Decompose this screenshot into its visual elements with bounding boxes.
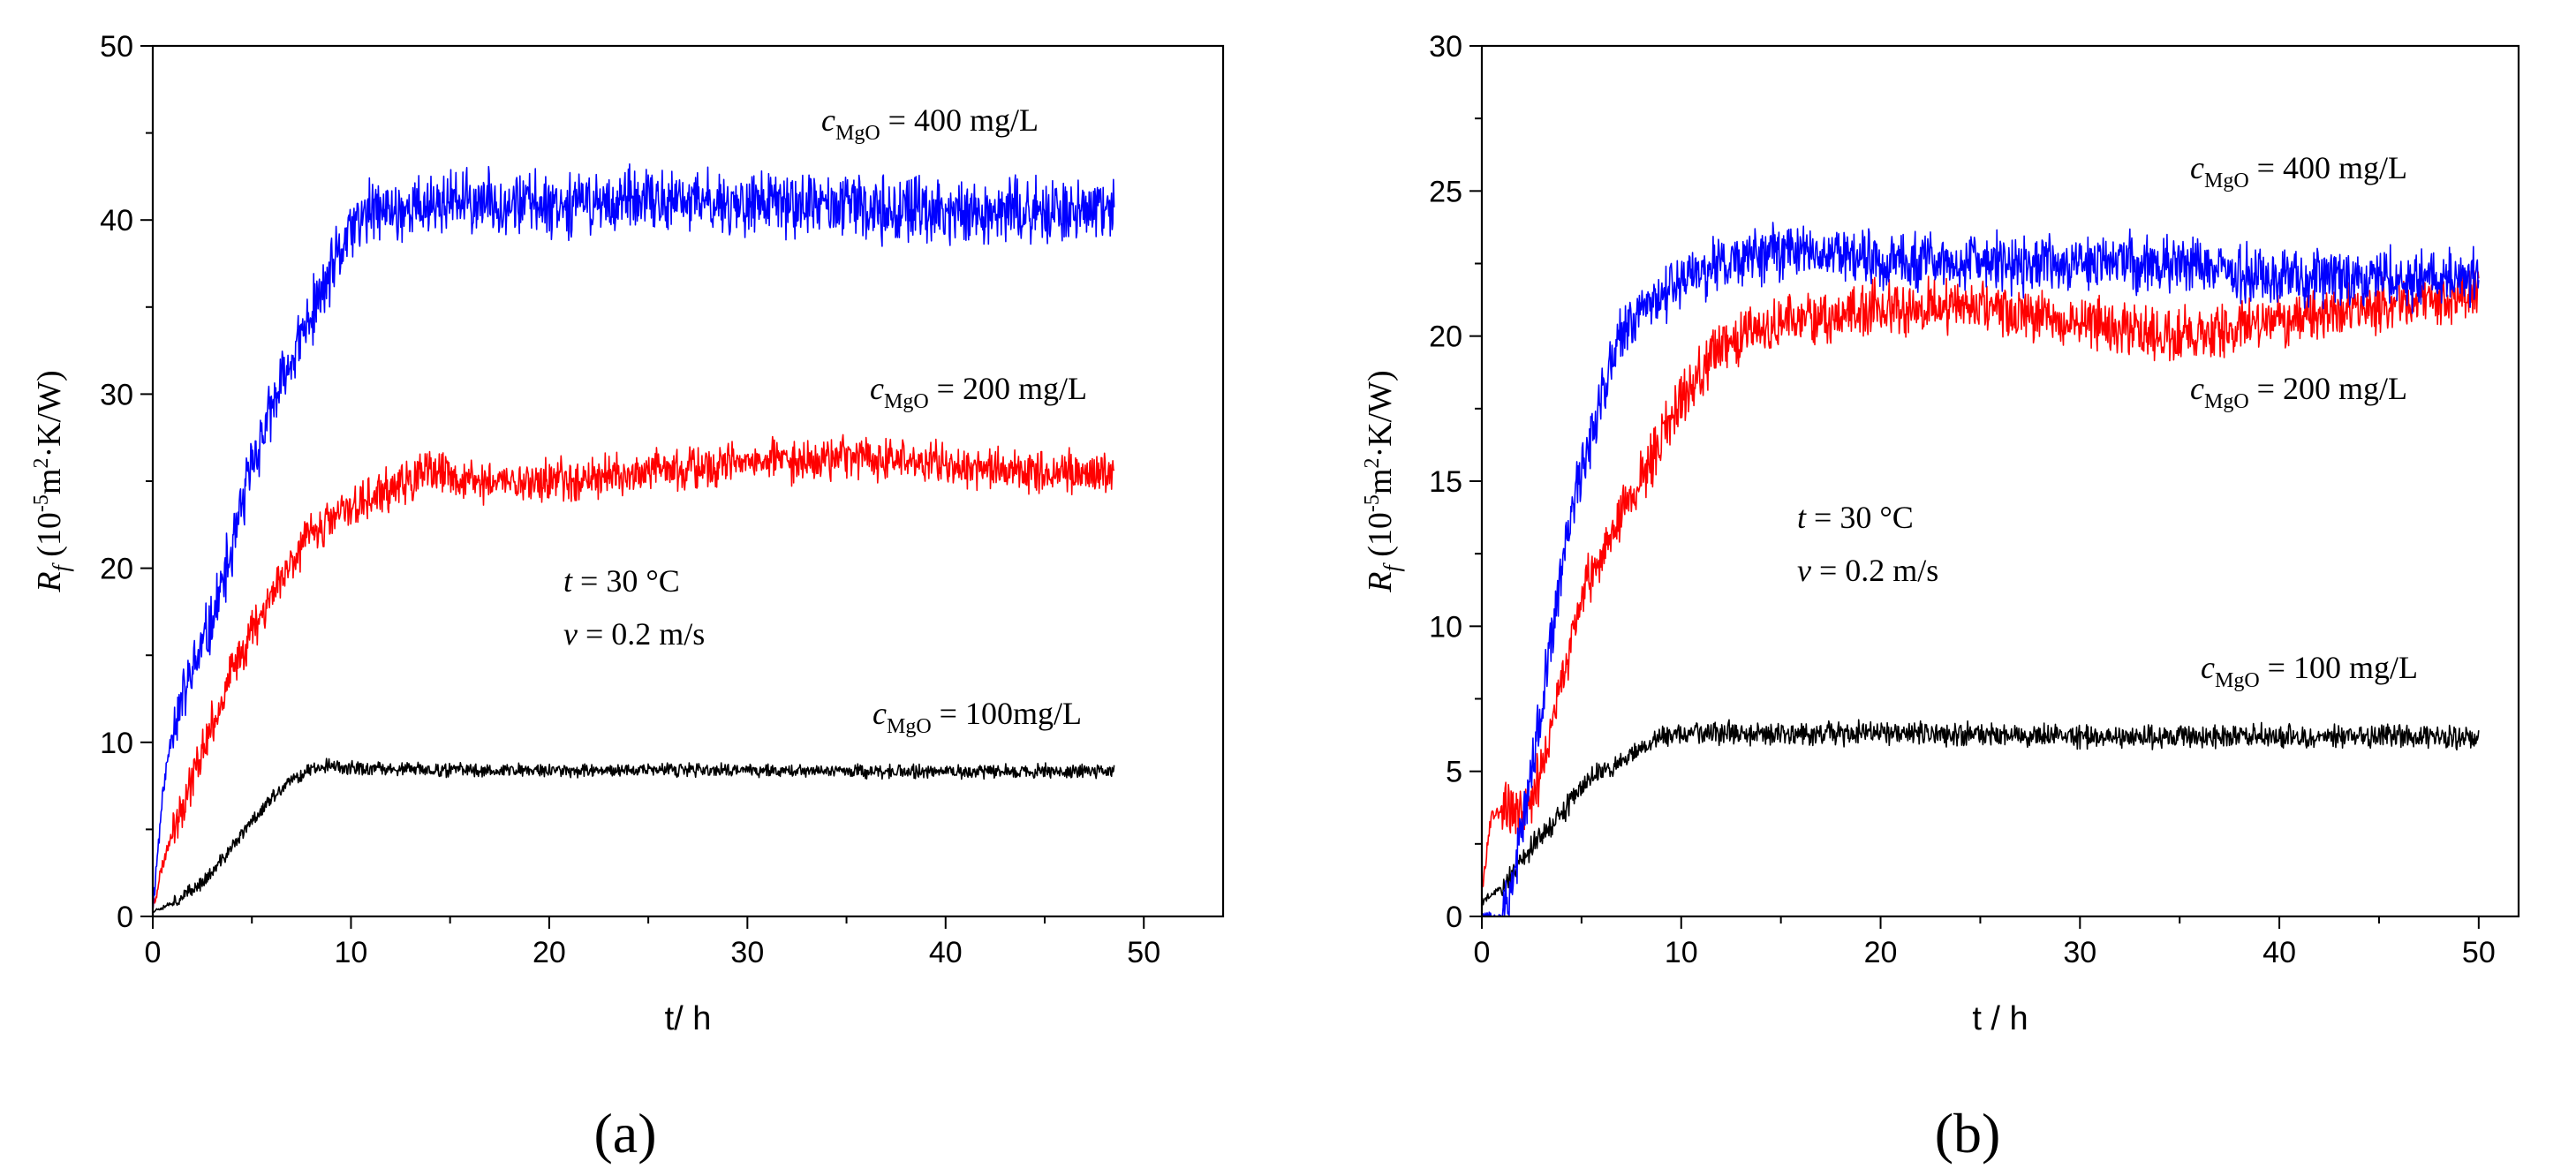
y-tick-label: 5 bbox=[1446, 756, 1462, 789]
series-label-symbol: c bbox=[873, 696, 887, 731]
series-label-subscript: MgO bbox=[884, 390, 929, 413]
x-tick-label: 50 bbox=[1127, 936, 1160, 969]
y-tick-label: 40 bbox=[100, 204, 133, 237]
condition-temperature: t = 30 °C bbox=[563, 563, 680, 599]
series-label-value: = 100 mg/L bbox=[2260, 650, 2418, 685]
chart-panel-a: 0 10 20 30 40 50 0 10 20 30 40 50 t/ h Rf (10-5m2·K/W… bbox=[30, 30, 1225, 1165]
series-line-200-mg-l bbox=[152, 433, 1115, 911]
series-label: cMgO = 400 mg/L bbox=[821, 102, 1039, 145]
y-tick-label: 20 bbox=[1429, 320, 1462, 354]
series-label-symbol: c bbox=[2190, 150, 2204, 185]
series-label: cMgO = 200 mg/L bbox=[870, 371, 1087, 413]
x-tick-label: 0 bbox=[1474, 936, 1491, 969]
panel-label: (b) bbox=[1935, 1102, 2001, 1165]
x-tick-label: 50 bbox=[2462, 936, 2496, 969]
y-axis-unit: (10 bbox=[31, 512, 68, 565]
series-label-value: = 100mg/L bbox=[932, 696, 1082, 731]
series-label: cMgO = 100 mg/L bbox=[2201, 650, 2418, 692]
x-tick-label: 40 bbox=[929, 936, 963, 969]
series-label-subscript: MgO bbox=[2204, 170, 2249, 192]
series-label: cMgO = 100mg/L bbox=[873, 696, 1082, 738]
series-label-symbol: c bbox=[2201, 650, 2215, 685]
x-axis-title: t / h bbox=[1972, 1000, 2028, 1037]
y-axis-unit: (10 bbox=[1362, 512, 1399, 565]
y-tick-label: 0 bbox=[1446, 901, 1462, 934]
x-tick-label: 30 bbox=[2063, 936, 2096, 969]
x-tick-label: 20 bbox=[533, 936, 566, 969]
panel-label: (a) bbox=[593, 1102, 656, 1165]
series-label-subscript: MgO bbox=[887, 715, 932, 738]
series-line-400-mg-l bbox=[1482, 222, 2480, 917]
series-label-value: = 200 mg/L bbox=[929, 371, 1087, 406]
series-label: cMgO = 400 mg/L bbox=[2190, 150, 2407, 192]
series-line-100-mg-l bbox=[152, 758, 1115, 913]
y-axis-title: Rf (10-5m2·K/W) bbox=[30, 370, 74, 592]
series-label: cMgO = 200 mg/L bbox=[2190, 371, 2407, 413]
series-line-200-mg-l bbox=[1481, 268, 2480, 891]
x-tick-label: 30 bbox=[730, 936, 764, 969]
series-label-subscript: MgO bbox=[835, 122, 880, 145]
y-axis-title: Rf (10-5m2·K/W) bbox=[1361, 370, 1405, 592]
x-axis-title: t/ h bbox=[665, 1000, 712, 1037]
series-label-symbol: c bbox=[821, 102, 835, 138]
plot-frame bbox=[151, 44, 1225, 918]
x-tick-label: 0 bbox=[145, 936, 162, 969]
series-label-subscript: MgO bbox=[2215, 669, 2260, 692]
y-tick-label: 20 bbox=[100, 553, 133, 586]
y-axis-symbol: R bbox=[1362, 571, 1399, 592]
series-label-value: = 400 mg/L bbox=[880, 102, 1039, 138]
series-label-value: = 200 mg/L bbox=[2249, 371, 2407, 406]
y-tick-label: 10 bbox=[100, 727, 133, 760]
series-label-subscript: MgO bbox=[2204, 390, 2249, 413]
y-axis-subscript: f bbox=[1379, 562, 1405, 571]
y-axis-unit: m bbox=[31, 469, 68, 495]
y-axis-superscript: 2 bbox=[1361, 458, 1384, 469]
y-tick-label: 30 bbox=[100, 378, 133, 411]
chart-panel-b: 0 10 20 30 40 50 0 5 10 15 20 25 30 t / h Rf (10-5m2·K… bbox=[1361, 30, 2520, 1165]
x-tick-label: 10 bbox=[335, 936, 368, 969]
y-tick-label: 50 bbox=[100, 30, 133, 64]
y-axis-subscript: f bbox=[49, 562, 74, 571]
y-axis-superscript: 2 bbox=[30, 458, 53, 469]
condition-velocity: v = 0.2 m/s bbox=[1797, 553, 1938, 588]
y-axis-unit: ·K/W) bbox=[1362, 370, 1399, 457]
y-tick-label: 0 bbox=[117, 901, 133, 934]
y-tick-label: 10 bbox=[1429, 610, 1462, 644]
y-axis-unit: ·K/W) bbox=[31, 370, 68, 457]
y-axis-unit: m bbox=[1362, 469, 1399, 495]
series-line-100-mg-l bbox=[1481, 719, 2480, 906]
y-axis-symbol: R bbox=[31, 571, 68, 592]
y-axis-superscript: -5 bbox=[1361, 494, 1384, 512]
y-tick-label: 30 bbox=[1429, 30, 1462, 64]
series-label-value: = 400 mg/L bbox=[2249, 150, 2407, 185]
series-label-symbol: c bbox=[870, 371, 884, 406]
x-tick-label: 20 bbox=[1864, 936, 1898, 969]
y-tick-label: 15 bbox=[1429, 465, 1462, 499]
x-tick-label: 40 bbox=[2262, 936, 2296, 969]
x-tick-label: 10 bbox=[1665, 936, 1698, 969]
condition-velocity: v = 0.2 m/s bbox=[563, 616, 705, 652]
condition-temperature: t = 30 °C bbox=[1797, 500, 1914, 535]
series-label-symbol: c bbox=[2190, 371, 2204, 406]
y-axis-superscript: -5 bbox=[30, 494, 53, 512]
y-tick-label: 25 bbox=[1429, 175, 1462, 208]
series-line-400-mg-l bbox=[152, 163, 1115, 912]
